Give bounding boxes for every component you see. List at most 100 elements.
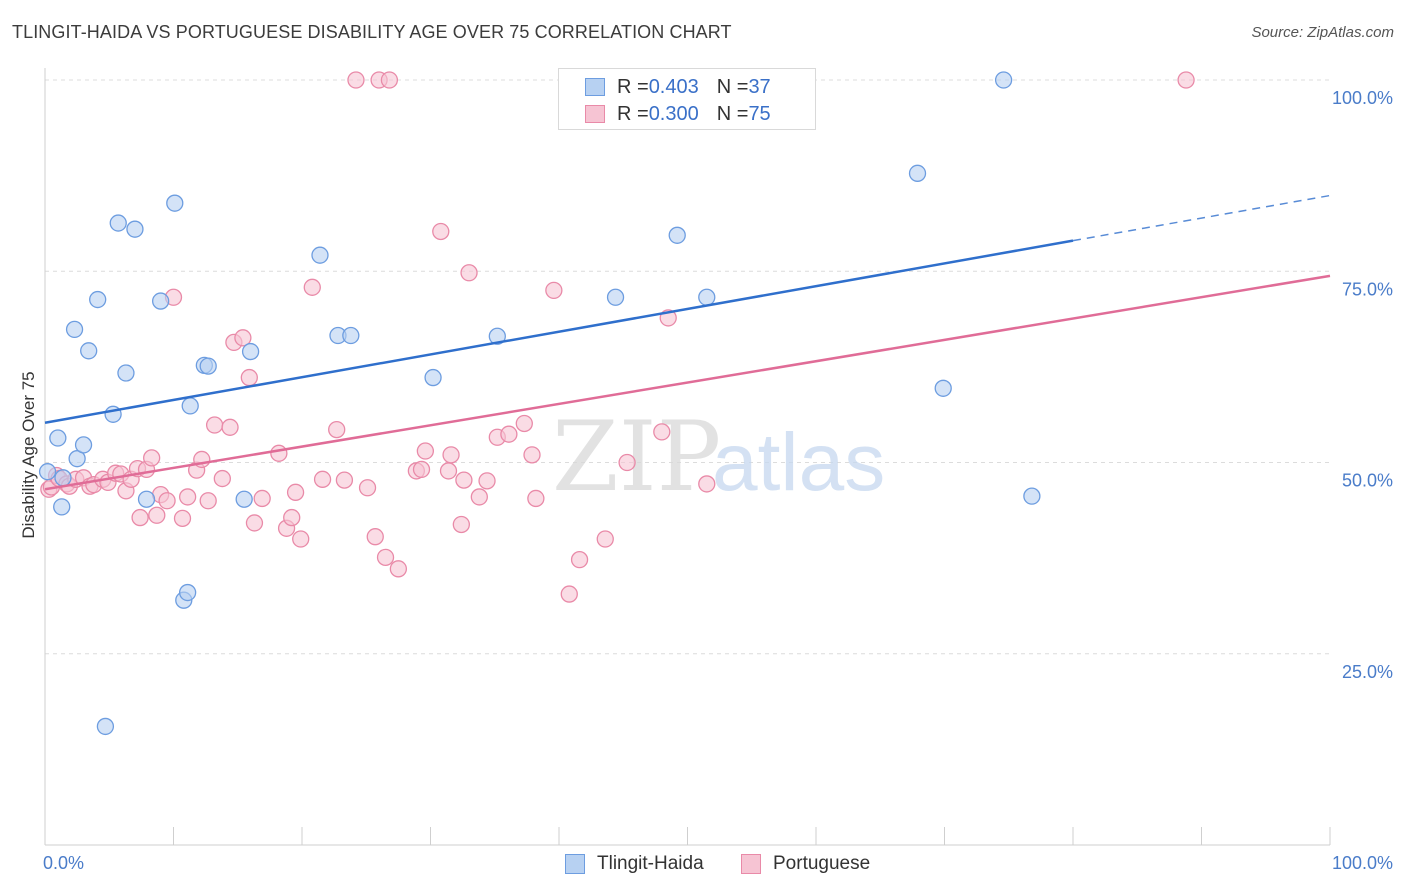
- data-point: [286, 483, 305, 501]
- data-point: [54, 469, 72, 487]
- data-point: [596, 530, 614, 548]
- data-point: [470, 488, 488, 506]
- data-point: [240, 368, 258, 387]
- bottom-legend-label: Portuguese: [773, 853, 871, 874]
- data-point: [148, 506, 166, 524]
- data-point: [335, 471, 354, 489]
- data-point: [389, 560, 408, 578]
- y-tick-label: 100.0%: [1332, 88, 1393, 108]
- data-point: [199, 492, 217, 510]
- data-point: [303, 278, 321, 296]
- legend-r-label: R =: [617, 102, 649, 125]
- y-tick-label: 75.0%: [1342, 279, 1393, 299]
- chart-title: TLINGIT-HAIDA VS PORTUGUESE DISABILITY A…: [12, 22, 732, 42]
- data-point: [376, 548, 395, 567]
- watermark: ZIP atlas: [552, 401, 885, 513]
- data-point: [934, 379, 952, 397]
- chart-source: Source: ZipAtlas.com: [1251, 24, 1394, 41]
- data-point: [653, 423, 671, 441]
- data-point: [500, 425, 518, 443]
- data-point: [424, 368, 442, 387]
- data-point: [311, 246, 329, 264]
- data-point: [166, 194, 184, 212]
- data-point: [137, 490, 156, 508]
- bottom-legend-tlingit-haida: Tlingit-Haida: [565, 852, 704, 876]
- bottom-legend-swatch-pink: [741, 854, 761, 874]
- bottom-legend-swatch-blue: [565, 854, 585, 874]
- data-point: [347, 71, 365, 89]
- legend-n-label: N =: [716, 102, 749, 125]
- data-point: [65, 320, 84, 339]
- data-point: [994, 71, 1013, 89]
- data-point: [292, 530, 310, 548]
- data-point: [158, 492, 176, 510]
- x-tick-label: 0.0%: [43, 853, 84, 873]
- legend-r-value: 0.403: [648, 75, 699, 98]
- data-point: [213, 469, 231, 488]
- trend-line-tlingit-haida: [44, 239, 1074, 424]
- data-point: [416, 442, 435, 460]
- data-point: [117, 364, 135, 382]
- gridlines: [45, 79, 1330, 655]
- legend-n-value: 75: [748, 102, 771, 125]
- trend-line-portuguese: [44, 274, 1331, 491]
- data-point: [38, 463, 57, 481]
- data-point: [570, 551, 589, 569]
- data-point: [460, 264, 478, 282]
- data-point: [126, 220, 144, 238]
- data-point: [173, 509, 192, 527]
- legend-swatch-pink: [585, 105, 605, 123]
- data-point: [515, 414, 533, 433]
- watermark-zip: ZIP: [552, 401, 721, 513]
- data-point: [442, 446, 460, 464]
- data-point: [241, 342, 260, 361]
- data-point: [358, 479, 377, 497]
- tlingit-haida-points: [38, 71, 1041, 736]
- y-tick-label: 25.0%: [1342, 662, 1393, 682]
- data-point: [53, 498, 71, 516]
- tick-labels: 25.0% 50.0% 75.0% 100.0% 0.0% 100.0%: [43, 88, 1393, 873]
- data-point: [80, 342, 98, 360]
- data-point: [432, 222, 450, 241]
- data-point: [151, 292, 170, 310]
- legend-swatch-blue: [585, 78, 605, 96]
- data-point: [455, 471, 473, 489]
- legend-r-value: 0.300: [648, 102, 699, 125]
- axes: [44, 68, 1331, 846]
- data-point: [545, 281, 563, 300]
- trend-line-tlingit-haida-extension: [1072, 194, 1331, 242]
- data-point: [618, 453, 636, 472]
- legend-n-label: N =: [716, 75, 749, 98]
- data-point: [478, 472, 496, 490]
- data-point: [221, 418, 239, 436]
- data-point: [668, 226, 686, 244]
- data-point: [328, 420, 346, 439]
- data-point: [523, 446, 541, 464]
- data-point: [283, 508, 301, 527]
- data-point: [131, 508, 149, 527]
- x-tick-label: 100.0%: [1332, 853, 1393, 873]
- legend-row-portuguese: R = 0.300 N = 75: [585, 102, 771, 126]
- data-point: [205, 416, 224, 434]
- data-point: [439, 462, 458, 480]
- data-point: [109, 214, 127, 232]
- data-point: [452, 515, 470, 534]
- data-point: [560, 585, 578, 603]
- data-point: [698, 288, 716, 306]
- data-point: [908, 164, 927, 182]
- legend: R = 0.403 N = 37 R = 0.300 N = 75: [558, 68, 816, 130]
- data-point: [143, 449, 161, 467]
- data-point: [245, 514, 264, 532]
- legend-n-value: 37: [748, 75, 771, 98]
- bottom-legend-portuguese: Portuguese: [741, 852, 870, 876]
- data-point: [313, 470, 332, 488]
- data-point: [488, 327, 506, 345]
- data-point: [199, 357, 217, 375]
- data-point: [1023, 487, 1041, 505]
- bottom-legend-label: Tlingit-Haida: [597, 853, 704, 874]
- data-point: [74, 436, 93, 454]
- data-point: [366, 528, 384, 546]
- portuguese-points: [40, 71, 1195, 603]
- trend-lines: [44, 194, 1331, 491]
